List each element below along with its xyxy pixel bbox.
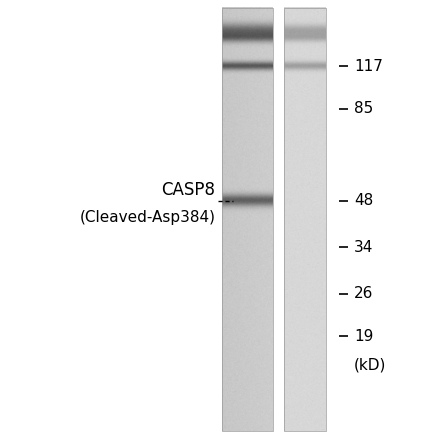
Text: 19: 19 bbox=[354, 329, 374, 344]
Text: 26: 26 bbox=[354, 286, 374, 301]
Text: (kD): (kD) bbox=[354, 357, 387, 372]
Text: 34: 34 bbox=[354, 239, 374, 254]
Text: 48: 48 bbox=[354, 193, 374, 208]
Text: (Cleaved-Asp384): (Cleaved-Asp384) bbox=[80, 210, 216, 225]
Bar bbox=[222, 8, 273, 431]
Text: CASP8: CASP8 bbox=[161, 180, 216, 198]
Text: 85: 85 bbox=[354, 101, 374, 116]
Bar bbox=[284, 8, 326, 431]
Text: 117: 117 bbox=[354, 59, 383, 74]
